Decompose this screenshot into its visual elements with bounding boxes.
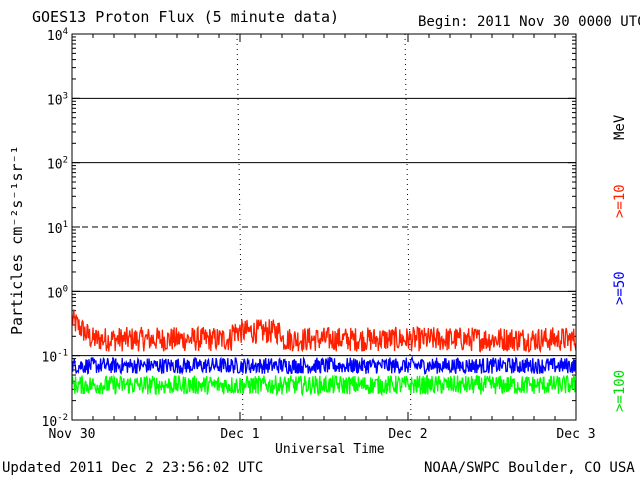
series-line-1: [71, 355, 577, 376]
footer-source: NOAA/SWPC Boulder, CO USA: [424, 460, 635, 476]
series-line-2: [71, 374, 577, 397]
begin-label: Begin: 2011 Nov 30 0000 UTC: [418, 14, 640, 30]
y-axis-label: Particles cm⁻²s⁻¹sr⁻¹: [8, 145, 26, 335]
series-line-0: [71, 309, 577, 354]
x-tick-label: Dec 1: [220, 427, 259, 442]
y-tick-label: 10-2: [42, 413, 69, 430]
x-tick-label: Dec 2: [388, 427, 427, 442]
plot-frame: [71, 33, 577, 421]
x-axis-label: Universal Time: [275, 442, 385, 457]
footer-updated: Updated 2011 Dec 2 23:56:02 UTC: [2, 460, 264, 476]
y-tick-label: 102: [47, 156, 68, 173]
x-tick-label: Dec 3: [556, 427, 595, 442]
y-tick-label: 10-1: [42, 349, 69, 366]
x-tick-label: Nov 30: [49, 427, 96, 442]
chart-title: GOES13 Proton Flux (5 minute data): [32, 8, 340, 26]
y-tick-label: 100: [47, 284, 68, 301]
legend-unit: MeV: [612, 114, 628, 140]
y-tick-label: 103: [47, 91, 68, 108]
y-tick-label: 101: [47, 220, 68, 237]
legend-entry-10: >=10: [612, 184, 628, 218]
legend-entry-50: >=50: [612, 271, 628, 305]
y-tick-label: 104: [47, 27, 68, 44]
legend-entry-100: >=100: [612, 369, 628, 412]
